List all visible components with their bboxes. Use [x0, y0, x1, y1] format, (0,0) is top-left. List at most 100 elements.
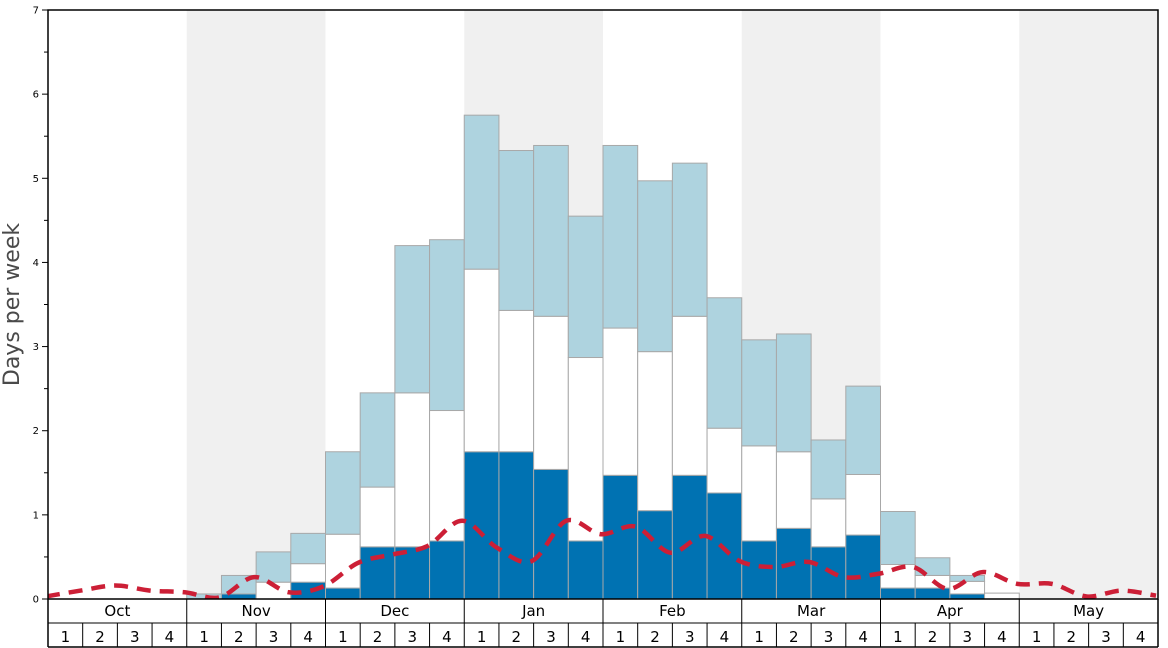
- y-tick-label: 1: [33, 510, 39, 521]
- week-label: 2: [512, 628, 522, 646]
- bar-segment: [394, 245, 431, 394]
- bar-segment: [567, 357, 604, 542]
- bar-segment: [741, 339, 777, 447]
- week-label: 3: [824, 628, 834, 646]
- bar-segment: [463, 268, 500, 453]
- bar-segment: [949, 574, 986, 582]
- bar-segment: [741, 540, 777, 600]
- month-label: Oct: [104, 602, 130, 620]
- week-label: 3: [685, 628, 695, 646]
- bar-segment: [602, 474, 639, 600]
- week-label: 4: [1136, 628, 1146, 646]
- bar-segment: [290, 563, 326, 583]
- bar-segment: [498, 451, 535, 600]
- bar-segment: [775, 451, 812, 529]
- week-label: 3: [546, 628, 556, 646]
- bar-segment: [255, 551, 292, 583]
- bar-segment: [220, 593, 257, 600]
- week-label: 3: [130, 628, 140, 646]
- week-label: 1: [893, 628, 903, 646]
- bar-segment: [567, 215, 604, 359]
- week-label: 4: [165, 628, 175, 646]
- bar-segment: [498, 309, 535, 453]
- dashed-trend-line: [48, 517, 1157, 599]
- month-label: Apr: [937, 602, 964, 620]
- bar-segment: [359, 546, 396, 600]
- week-label: 3: [1101, 628, 1111, 646]
- bar-segment: [880, 510, 916, 566]
- bar-segment: [463, 114, 500, 270]
- bar-segment: [810, 439, 847, 500]
- month-band-nov: [186, 10, 326, 599]
- y-tick-label: 4: [33, 258, 39, 269]
- bar-segment: [533, 144, 569, 317]
- week-label: 2: [234, 628, 244, 646]
- bar-segment: [845, 534, 881, 600]
- bar-segment: [498, 150, 535, 311]
- bar-segment: [602, 327, 639, 476]
- y-tick-label: 6: [33, 90, 39, 101]
- bar-segment: [325, 451, 361, 535]
- bar-segment: [984, 592, 1020, 600]
- month-label: Jan: [521, 602, 545, 620]
- bar-segment: [706, 427, 743, 494]
- week-label: 1: [754, 628, 764, 646]
- bar-segment: [394, 392, 431, 548]
- month-band-may: [1019, 10, 1158, 599]
- week-label: 1: [1032, 628, 1042, 646]
- bar-segment: [637, 180, 673, 353]
- week-label: 2: [1067, 628, 1077, 646]
- week-label: 4: [303, 628, 313, 646]
- y-tick-label: 5: [33, 174, 39, 185]
- bar-segment: [880, 587, 916, 600]
- month-label: May: [1073, 602, 1104, 620]
- week-label: 2: [373, 628, 383, 646]
- week-label: 3: [962, 628, 972, 646]
- week-label: 4: [997, 628, 1007, 646]
- bar-segment: [775, 333, 812, 453]
- x-axis: Oct 1 2 3 4 Nov 1 2 3 4 Dec 1 2 3 4 Jan 1 2 3 4 Feb 1 2 3 4 Mar 1 2…: [47, 599, 1159, 648]
- bar-segment: [810, 498, 847, 548]
- y-tick-label: 2: [33, 426, 39, 437]
- y-tick-label: 7: [33, 6, 39, 17]
- week-label: 1: [61, 628, 71, 646]
- bar-segment: [359, 392, 396, 488]
- week-label: 2: [789, 628, 799, 646]
- bar-segment: [949, 593, 986, 600]
- week-label: 4: [442, 628, 452, 646]
- bar-segment: [359, 486, 396, 548]
- month-label: Feb: [659, 602, 686, 620]
- bar-segment: [533, 315, 569, 470]
- y-axis-label: Days per week: [0, 223, 25, 386]
- bar-segment: [671, 315, 708, 476]
- bar-segment: [706, 297, 743, 429]
- bar-segment: [325, 533, 361, 589]
- month-label: Nov: [241, 602, 270, 620]
- month-label: Dec: [380, 602, 409, 620]
- week-label: 1: [477, 628, 487, 646]
- bar-segment: [290, 532, 326, 565]
- week-label: 1: [338, 628, 348, 646]
- bar-segment: [845, 473, 881, 536]
- week-label: 2: [928, 628, 938, 646]
- bar-segment: [845, 385, 881, 475]
- month-label: Mar: [797, 602, 826, 620]
- bar-segment: [429, 540, 465, 600]
- y-tick-label: 0: [33, 595, 39, 606]
- y-axis: 0 1 2 3 4 5 6 7: [33, 6, 48, 606]
- week-label: 3: [269, 628, 279, 646]
- week-label: 1: [199, 628, 209, 646]
- bar-segment: [637, 510, 673, 600]
- y-tick-label: 3: [33, 342, 39, 353]
- bar-segment: [429, 239, 465, 412]
- week-label: 2: [650, 628, 660, 646]
- bar-segment: [671, 162, 708, 317]
- week-label: 4: [581, 628, 591, 646]
- week-label: 2: [95, 628, 105, 646]
- bar-segment: [741, 445, 777, 542]
- bar-segment: [602, 144, 639, 329]
- week-label: 4: [720, 628, 730, 646]
- bar-segment: [637, 351, 673, 512]
- week-label: 3: [407, 628, 417, 646]
